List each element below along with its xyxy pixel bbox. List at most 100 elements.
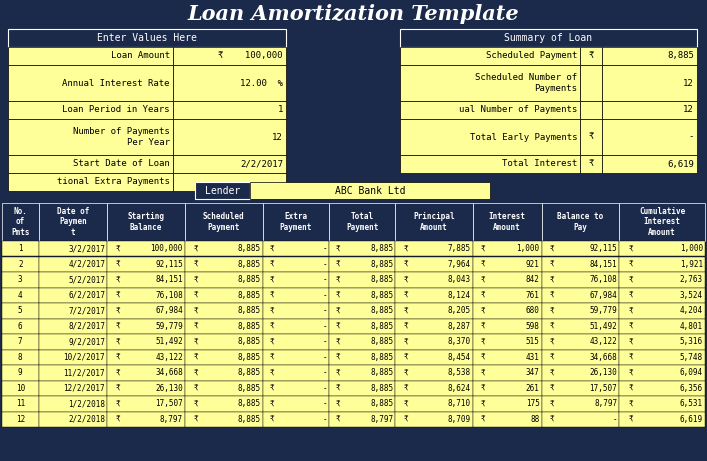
Bar	[107, 288, 185, 303]
Text: 5,316: 5,316	[680, 337, 703, 346]
Text: 8,885: 8,885	[238, 368, 261, 377]
Text: 1: 1	[278, 106, 283, 114]
Text: 921: 921	[526, 260, 539, 269]
Text: Balance to
Pay: Balance to Pay	[557, 213, 604, 232]
Text: ₹: ₹	[336, 337, 341, 346]
Text: 4,204: 4,204	[680, 306, 703, 315]
Text: Date of
Paymen
t: Date of Paymen t	[57, 207, 89, 237]
Bar	[542, 412, 619, 427]
Bar	[262, 203, 329, 241]
Text: 12: 12	[272, 132, 283, 142]
Bar	[400, 29, 697, 47]
Text: 12: 12	[16, 415, 25, 424]
Text: -: -	[322, 275, 327, 284]
Text: 84,151: 84,151	[155, 275, 183, 284]
Text: 8,124: 8,124	[448, 291, 471, 300]
Text: 6/2/2017: 6/2/2017	[68, 291, 105, 300]
Text: ₹: ₹	[269, 368, 274, 377]
Bar	[2, 334, 39, 349]
Bar	[400, 65, 580, 101]
Text: ₹: ₹	[588, 132, 594, 142]
Bar	[542, 365, 619, 380]
Text: ₹: ₹	[194, 399, 198, 408]
Bar	[173, 119, 286, 155]
Text: ual Number of Payments: ual Number of Payments	[459, 106, 577, 114]
Bar	[39, 241, 107, 256]
Text: -: -	[322, 322, 327, 331]
Bar	[542, 288, 619, 303]
Text: ₹: ₹	[629, 399, 633, 408]
Text: Scheduled
Payment: Scheduled Payment	[203, 213, 245, 232]
Bar	[395, 241, 473, 256]
Text: 8,885: 8,885	[238, 275, 261, 284]
Text: Total
Payment: Total Payment	[346, 213, 378, 232]
Text: 5,748: 5,748	[680, 353, 703, 362]
Text: 9: 9	[18, 368, 23, 377]
Bar	[473, 319, 542, 334]
Text: 92,115: 92,115	[590, 244, 617, 253]
Text: 1/2/2018: 1/2/2018	[68, 399, 105, 408]
Text: 761: 761	[526, 291, 539, 300]
Text: 8,454: 8,454	[448, 353, 471, 362]
Text: ₹: ₹	[550, 260, 555, 269]
Bar	[580, 65, 602, 101]
Text: ₹: ₹	[194, 244, 198, 253]
Text: -: -	[689, 132, 694, 142]
Text: ₹: ₹	[194, 306, 198, 315]
Text: ₹: ₹	[116, 384, 120, 393]
Text: Extra
Payment: Extra Payment	[279, 213, 312, 232]
Text: ₹: ₹	[116, 368, 120, 377]
Text: 3/2/2017: 3/2/2017	[68, 244, 105, 253]
Text: -: -	[322, 260, 327, 269]
Text: ₹: ₹	[194, 275, 198, 284]
Text: 51,492: 51,492	[155, 337, 183, 346]
Bar	[2, 319, 39, 334]
Text: ₹: ₹	[269, 244, 274, 253]
Bar	[619, 288, 705, 303]
Text: ₹: ₹	[336, 399, 341, 408]
Bar	[580, 101, 602, 119]
Bar	[2, 288, 39, 303]
Text: ₹: ₹	[194, 337, 198, 346]
Text: ₹: ₹	[336, 368, 341, 377]
Bar	[185, 319, 262, 334]
Text: 92,115: 92,115	[155, 260, 183, 269]
Text: Number of Payments
Per Year: Number of Payments Per Year	[74, 127, 170, 147]
Bar	[395, 380, 473, 396]
Text: 17,507: 17,507	[590, 384, 617, 393]
Text: 2,763: 2,763	[680, 275, 703, 284]
Text: ₹: ₹	[116, 291, 120, 300]
Bar	[542, 319, 619, 334]
Bar	[542, 203, 619, 241]
Bar	[2, 380, 39, 396]
Bar	[473, 380, 542, 396]
Bar	[8, 173, 173, 191]
Text: ₹: ₹	[336, 322, 341, 331]
Text: 8,205: 8,205	[448, 306, 471, 315]
Bar	[185, 349, 262, 365]
Bar	[473, 412, 542, 427]
Bar	[542, 396, 619, 412]
Text: ₹: ₹	[629, 260, 633, 269]
Text: ₹: ₹	[116, 337, 120, 346]
Bar	[542, 334, 619, 349]
Text: 12/2/2017: 12/2/2017	[64, 384, 105, 393]
Text: 5: 5	[18, 306, 23, 315]
Text: No.
of
Pmts: No. of Pmts	[11, 207, 30, 237]
Text: 598: 598	[526, 322, 539, 331]
Text: ₹: ₹	[194, 322, 198, 331]
Text: ₹: ₹	[480, 291, 485, 300]
Text: 6: 6	[18, 322, 23, 331]
Bar	[329, 349, 395, 365]
Text: 2/2/2017: 2/2/2017	[240, 160, 283, 169]
Text: 8,538: 8,538	[448, 368, 471, 377]
Bar	[262, 288, 329, 303]
Text: -: -	[322, 399, 327, 408]
Text: 6,619: 6,619	[680, 415, 703, 424]
Bar	[39, 396, 107, 412]
Text: ₹: ₹	[550, 275, 555, 284]
Text: ₹: ₹	[116, 306, 120, 315]
Text: 8,885: 8,885	[370, 291, 393, 300]
Text: ₹: ₹	[194, 368, 198, 377]
Bar	[619, 256, 705, 272]
